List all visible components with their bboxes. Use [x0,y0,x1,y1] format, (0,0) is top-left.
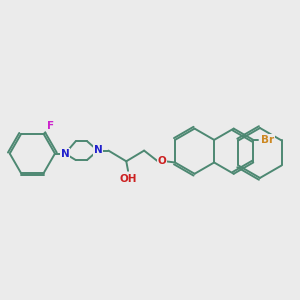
Text: N: N [93,146,102,156]
Text: Br: Br [261,135,274,145]
Text: F: F [46,121,54,131]
Text: N: N [61,148,69,159]
Text: N: N [94,145,103,155]
Text: OH: OH [119,174,137,184]
Text: O: O [158,156,166,166]
